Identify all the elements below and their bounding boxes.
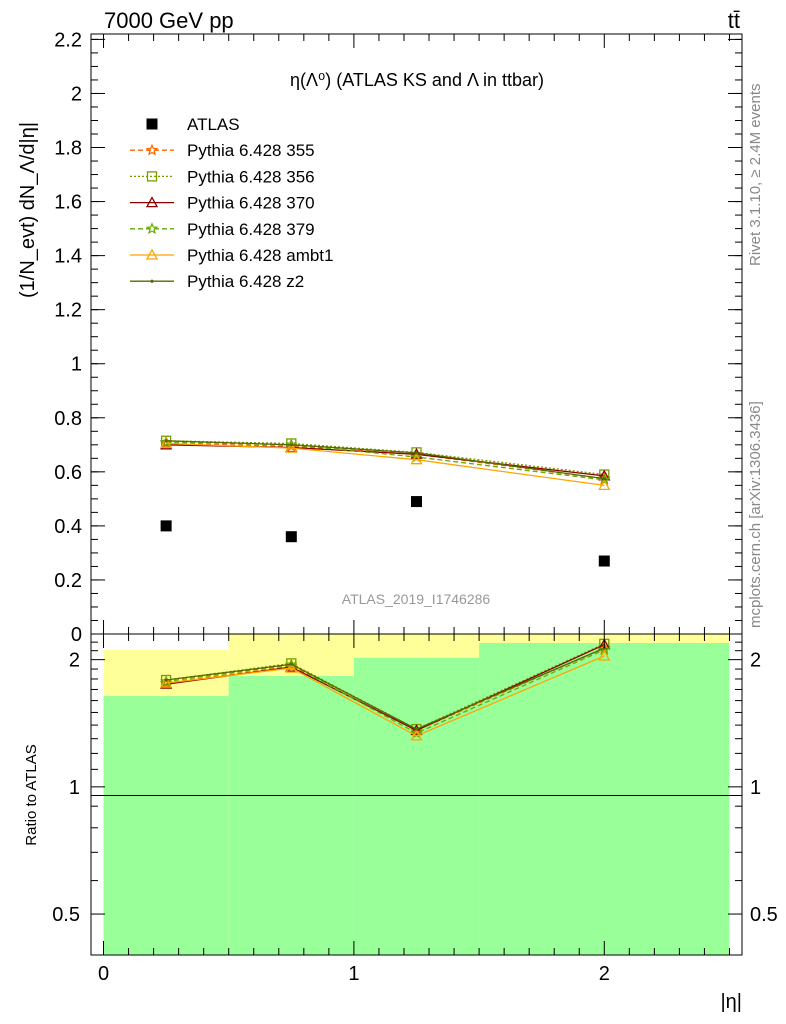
main-ticks: 0 0.2 0.4 0.6 0.8 1 1.2 1.4 1.6 1.8 2 2.2	[54, 29, 742, 646]
main-y-tick-label: 1.2	[54, 300, 82, 322]
data-point	[285, 531, 297, 543]
main-series-line	[166, 440, 605, 476]
main-series-line	[166, 442, 605, 480]
main-series-group	[159, 435, 611, 567]
ratio-series-line	[166, 655, 605, 737]
mc-point	[160, 437, 173, 449]
mc-point	[598, 479, 611, 491]
legend-marker	[145, 143, 159, 156]
ratio-series-line	[166, 647, 605, 730]
mc-point	[285, 438, 298, 451]
main-y-tick-label: 1.6	[54, 192, 82, 214]
stat-band	[228, 675, 354, 955]
ratio-panel: 0.5 0.5 1 1 2 2 0 1 2	[52, 633, 778, 985]
data-point	[598, 555, 610, 567]
x-tick-label: 0	[98, 963, 109, 985]
x-tick-label: 1	[348, 963, 359, 985]
legend-marker	[146, 118, 158, 130]
legend-marker	[146, 171, 158, 182]
ratio-bands	[103, 634, 730, 955]
ratio-y-tick-label-right: 2	[750, 650, 761, 672]
chart-title: η(Λ⁰) (ATLAS KS and Λ in ttbar)	[290, 70, 544, 90]
ratio-y-tick-label: 2	[69, 650, 80, 672]
legend-label: Pythia 6.428 z2	[187, 272, 304, 291]
ratio-y-tick-label: 0.5	[52, 904, 80, 926]
energy-label: 7000 GeV pp	[104, 8, 234, 33]
legend-label: Pythia 6.428 ambt1	[187, 246, 333, 265]
mc-point	[285, 441, 298, 453]
legend-label: Pythia 6.428 355	[187, 141, 315, 160]
ratio-point	[289, 662, 293, 666]
ratio-point	[285, 658, 298, 671]
main-panel: 0 0.2 0.4 0.6 0.8 1 1.2 1.4 1.6 1.8 2 2.2 η(Λ⁰) (AT…	[54, 29, 743, 646]
mc-point	[602, 476, 606, 481]
ratio-point	[160, 676, 173, 688]
main-y-tick-label: 2	[71, 83, 82, 105]
ratio-series-line	[166, 649, 605, 734]
main-y-tick-label: 0	[71, 624, 82, 646]
main-y-tick-label: 0.4	[54, 516, 82, 538]
main-y-tick-label: 1	[71, 354, 82, 376]
ratio-y-tick-label-right: 1	[750, 777, 761, 799]
main-y-tick-label: 2.2	[54, 29, 82, 51]
legend-marker	[145, 222, 159, 235]
mc-point	[410, 453, 423, 465]
main-y-axis-label: (1/N_evt) dN_Λ/d|η|	[17, 122, 39, 298]
main-series-line	[166, 440, 605, 480]
ratio-y-tick-label-right: 0.5	[750, 904, 778, 926]
main-series-line	[166, 442, 605, 487]
watermark: ATLAS_2019_I1746286	[342, 591, 491, 607]
ratio-point	[414, 727, 419, 731]
ratio-point	[598, 649, 611, 661]
main-y-tick-label: 1.4	[54, 246, 82, 268]
main-series-line	[166, 441, 605, 481]
data-point	[411, 496, 422, 508]
ratio-frame	[90, 633, 743, 956]
legend-label: Pythia 6.428 370	[187, 194, 315, 213]
mc-point	[414, 451, 419, 455]
x-tick-label: 2	[599, 963, 610, 985]
legend-label: Pythia 6.428 356	[187, 167, 315, 186]
ratio-point	[164, 678, 168, 682]
main-y-tick-label: 0.8	[54, 408, 82, 430]
x-axis-label: |η|	[720, 991, 742, 1013]
ratio-point	[410, 724, 423, 736]
ratio-point	[602, 646, 606, 650]
rivet-label: Rivet 3.1.10, ≥ 2.4M events	[747, 84, 764, 267]
main-series-line	[166, 444, 605, 477]
ratio-point	[285, 661, 298, 673]
data-point	[160, 520, 172, 532]
ratio-point	[410, 729, 423, 741]
legend: ATLAS Pythia 6.428 355 Pythia 6.428 356 Pyt…	[130, 115, 333, 291]
stat-band	[103, 696, 229, 955]
main-y-tick-label: 0.6	[54, 462, 82, 484]
ratio-y-axis-label: Ratio to ATLAS	[23, 744, 40, 845]
legend-marker	[145, 196, 159, 208]
legend-marker	[145, 248, 159, 260]
mc-point	[289, 443, 293, 447]
stat-band	[479, 642, 730, 955]
main-y-tick-label: 1.8	[54, 138, 82, 160]
legend-marker	[150, 279, 154, 283]
ratio-y-tick-label: 1	[69, 777, 80, 799]
legend-label: ATLAS	[187, 115, 240, 134]
mcplots-label: mcplots.cern.ch [arXiv:1306.3436]	[747, 401, 764, 628]
ratio-ticks: 0.5 0.5 1 1 2 2 0 1 2	[52, 634, 778, 985]
mc-point	[164, 439, 168, 443]
legend-label: Pythia 6.428 379	[187, 220, 315, 239]
ratio-series-group	[159, 638, 611, 741]
main-y-tick-label: 0.2	[54, 570, 82, 592]
process-label: tt̄	[728, 8, 740, 33]
stat-band	[353, 657, 480, 955]
